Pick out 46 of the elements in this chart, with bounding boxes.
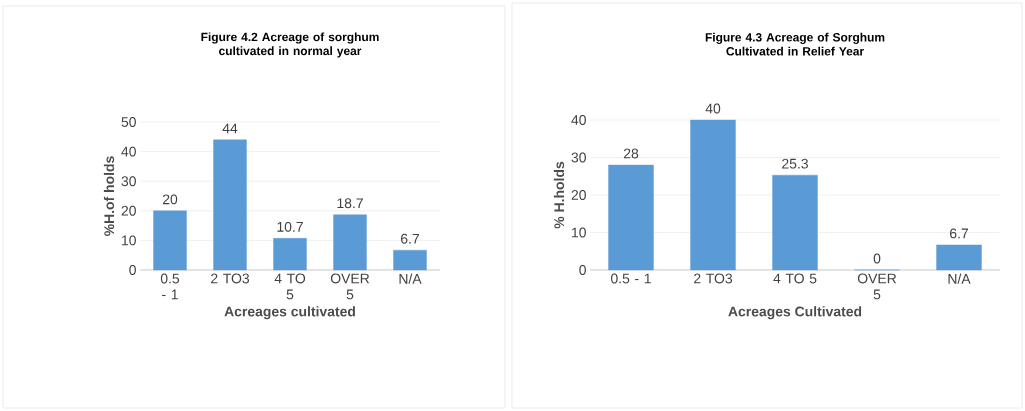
bar bbox=[690, 119, 736, 271]
y-axis-title: %H.of holds bbox=[103, 156, 115, 236]
y-tick-label: 50 bbox=[121, 117, 136, 127]
x-tick-label: OVER 5 bbox=[330, 273, 370, 300]
y-tick-label: 20 bbox=[121, 205, 136, 216]
x-axis-title: Acreages cultivated bbox=[224, 306, 355, 320]
bar bbox=[333, 214, 367, 271]
y-tick-label: 30 bbox=[121, 176, 136, 187]
bar bbox=[393, 249, 427, 271]
x-tick-label: N/A bbox=[399, 273, 422, 284]
chart-title: Figure 4.2 Acreage of sorghum cultivated in normal year bbox=[201, 32, 379, 58]
data-label: 6.7 bbox=[401, 233, 419, 244]
bar bbox=[608, 164, 654, 271]
y-tick-label: 10 bbox=[122, 235, 136, 246]
x-tick-label: N/A bbox=[948, 273, 971, 284]
data-label: 0 bbox=[873, 253, 881, 264]
data-label: 6.7 bbox=[950, 228, 969, 239]
data-label: 40 bbox=[705, 103, 721, 114]
data-label: 20 bbox=[162, 194, 178, 205]
y-tick-label: 10 bbox=[572, 227, 586, 238]
bar bbox=[936, 244, 982, 271]
data-label: 25.3 bbox=[782, 158, 808, 169]
y-tick-label: 0 bbox=[129, 265, 136, 275]
y-tick-label: 40 bbox=[121, 146, 136, 157]
y-tick-label: 30 bbox=[571, 152, 586, 163]
y-tick-label: 40 bbox=[571, 115, 586, 125]
x-tick-label: 2 TO3 bbox=[211, 273, 250, 284]
chart-title: Figure 4.3 Acreage of Sorghum Cultivated in Relief Year bbox=[705, 32, 885, 56]
data-label: 28 bbox=[623, 148, 639, 159]
bar bbox=[273, 238, 307, 271]
x-tick-label: 0.5 - 1 bbox=[160, 273, 180, 300]
data-label: 44 bbox=[222, 123, 238, 134]
x-tick-label: 4 TO 5 bbox=[773, 273, 817, 284]
y-tick-label: 0 bbox=[579, 265, 586, 275]
x-tick-label: 2 TO3 bbox=[694, 273, 733, 284]
bar bbox=[153, 210, 187, 271]
x-tick-label: OVER 5 bbox=[857, 273, 897, 300]
data-label: 10.7 bbox=[277, 221, 303, 232]
x-tick-label: 0.5 - 1 bbox=[611, 273, 651, 284]
bar bbox=[772, 174, 818, 271]
x-tick-label: 4 TO 5 bbox=[274, 273, 306, 300]
data-label: 18.7 bbox=[337, 198, 363, 209]
y-axis-title: % H.holds bbox=[553, 161, 565, 229]
y-tick-label: 20 bbox=[571, 190, 586, 200]
x-axis-title: Acreages Cultivated bbox=[728, 306, 862, 320]
bar bbox=[213, 139, 247, 271]
